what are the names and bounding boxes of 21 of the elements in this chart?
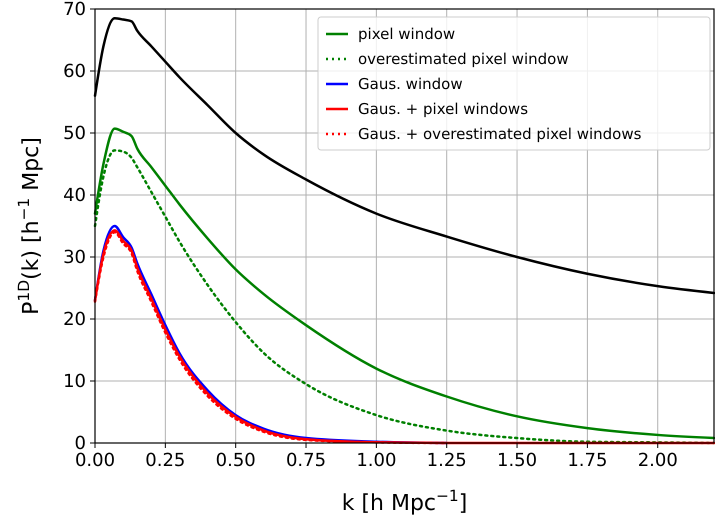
y-tick-label: 50: [63, 123, 86, 144]
y-tick-label: 20: [63, 309, 86, 330]
legend-label: Gaus. + overestimated pixel windows: [358, 125, 642, 143]
x-tick-label: 1.25: [426, 450, 467, 471]
x-tick-label: 0.50: [216, 450, 256, 471]
x-axis-title: k [h Mpc$^{−1}$]: [342, 487, 468, 516]
legend-label: overestimated pixel window: [358, 50, 569, 68]
legend-label: pixel window: [358, 25, 456, 43]
x-tick-label: 1.00: [356, 450, 396, 471]
legend-label: Gaus. window: [358, 75, 463, 93]
y-tick-label: 60: [63, 61, 86, 82]
y-tick-label: 70: [63, 0, 86, 20]
x-tick-label: 1.50: [497, 450, 538, 471]
x-tick-label: 0.75: [286, 450, 326, 471]
y-tick-label: 30: [63, 247, 86, 268]
x-tick-label: 2.00: [638, 450, 678, 471]
y-tick-label: 10: [63, 371, 86, 392]
x-tick-label: 1.75: [567, 450, 608, 471]
x-tick-label: 0.25: [145, 450, 186, 471]
legend-label: Gaus. + pixel windows: [358, 100, 528, 118]
y-tick-label: 40: [63, 185, 86, 206]
